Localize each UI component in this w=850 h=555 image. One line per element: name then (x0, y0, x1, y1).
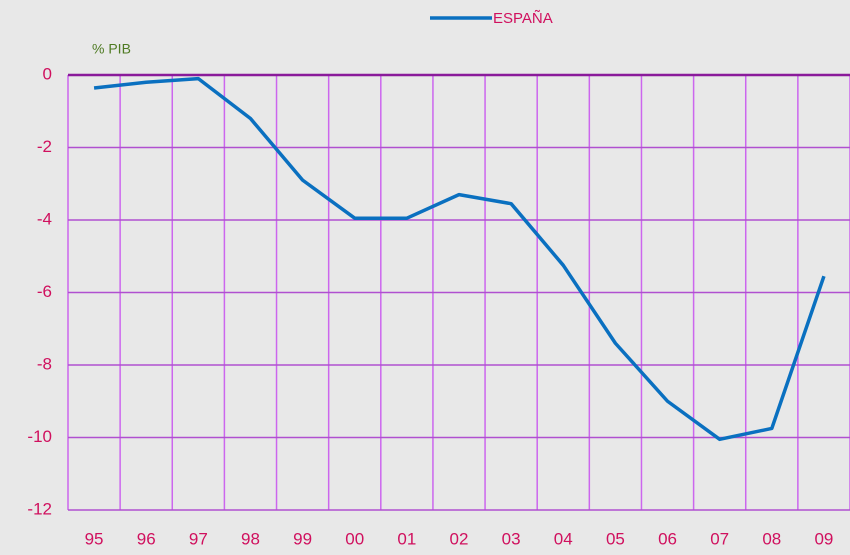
y-tick-label: -10 (27, 427, 52, 446)
x-tick-label: 99 (293, 529, 312, 548)
x-tick-label: 06 (658, 529, 677, 548)
x-tick-label: 01 (397, 529, 416, 548)
x-tick-label: 00 (345, 529, 364, 548)
x-tick-label: 96 (137, 529, 156, 548)
legend-label: ESPAÑA (493, 10, 553, 27)
x-tick-label: 08 (762, 529, 781, 548)
y-tick-label: -2 (37, 137, 52, 156)
y-tick-label: -8 (37, 354, 52, 373)
data-line (93, 76, 826, 442)
y-axis-label: % PIB (92, 41, 131, 57)
x-tick-label: 04 (554, 529, 573, 548)
x-tick-label: 05 (606, 529, 625, 548)
y-tick-label: -4 (37, 209, 52, 228)
y-tick-label: 0 (43, 64, 52, 83)
x-tick-label: 03 (502, 529, 521, 548)
x-tick-label: 97 (189, 529, 208, 548)
x-tick-label: 95 (85, 529, 104, 548)
y-tick-label: -12 (27, 499, 52, 518)
x-tick-label: 07 (710, 529, 729, 548)
x-tick-label: 02 (450, 529, 469, 548)
x-tick-label: 09 (814, 529, 833, 548)
y-tick-label: -6 (37, 282, 52, 301)
x-tick-label: 98 (241, 529, 260, 548)
